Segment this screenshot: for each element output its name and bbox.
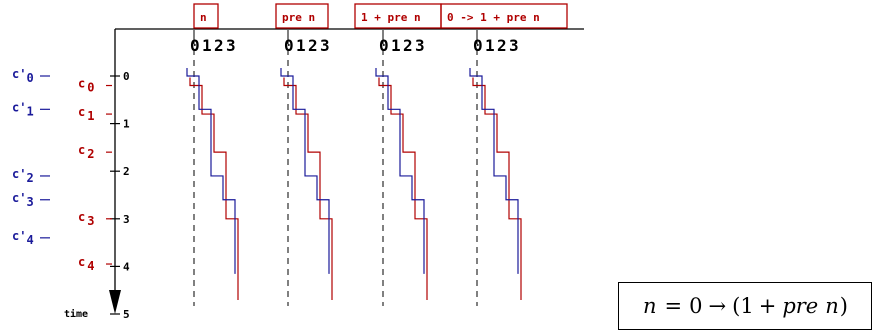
column-dashed-guides — [193, 38, 478, 306]
formula-arrow: → — [708, 294, 727, 318]
column-3-digit-0: 0 — [473, 36, 483, 55]
column-header-label-3: 0 -> 1 + pre n — [447, 11, 540, 24]
blue-clock-label-1: c'1 — [12, 100, 34, 118]
column-3-digit-2: 2 — [497, 36, 507, 55]
column-2-digit-0: 0 — [379, 36, 389, 55]
formula-box: n = 0 → ( 1 + pre n ) — [618, 282, 872, 330]
formula-n-lhs: n — [643, 294, 657, 318]
column-2-digit-2: 2 — [403, 36, 413, 55]
blue-clock-labels: c'0 c'1 c'2 c'3 c'4 — [12, 67, 50, 247]
column-header-label-0: n — [200, 11, 207, 24]
column-2-digit-3: 3 — [415, 36, 425, 55]
time-tick-label-0: 0 — [123, 70, 130, 83]
formula-one: 1 — [740, 294, 754, 318]
blue-clock-label-4: c'4 — [12, 229, 34, 247]
blue-clock-label-3: c'3 — [12, 191, 34, 209]
column-1-digit-2: 2 — [308, 36, 318, 55]
blue-signal-cprime-column-1 — [280, 68, 330, 274]
red-clock-labels: c 0 c 1 c 2 c 3 c 4 — [78, 77, 112, 273]
column-1-digit-0: 0 — [284, 36, 294, 55]
column-0-digit-0: 0 — [190, 36, 200, 55]
formula-close-paren: ) — [839, 294, 848, 318]
time-arrow-head — [109, 290, 121, 314]
formula-n-rhs: n — [825, 294, 839, 318]
red-signal-c-column-0 — [189, 77, 239, 301]
column-header-box-3 — [440, 3, 568, 29]
time-tick-label-1: 1 — [123, 118, 130, 131]
formula-plus: + — [758, 294, 777, 318]
column-2-digit-1: 1 — [391, 36, 401, 55]
formula-equals: = — [664, 294, 683, 318]
time-tick-label-2: 2 — [123, 165, 130, 178]
step-signals — [186, 68, 522, 301]
column-0-digit-3: 3 — [226, 36, 236, 55]
time-tick-label-5: 5 — [123, 308, 130, 321]
blue-signal-cprime-column-2 — [375, 68, 425, 274]
column-1-digit-3: 3 — [320, 36, 330, 55]
blue-signal-cprime-column-0 — [186, 68, 236, 274]
time-axis-label: time — [64, 308, 88, 320]
red-signal-c-column-2 — [378, 77, 428, 301]
column-header-label-2: 1 + pre n — [361, 11, 421, 24]
formula-pre: pre — [782, 294, 819, 318]
column-header-label-1: pre n — [282, 11, 315, 24]
column-header-box-1 — [275, 3, 329, 29]
column-0-digit-2: 2 — [214, 36, 224, 55]
column-0-digit-1: 1 — [202, 36, 212, 55]
column-header-box-0 — [193, 3, 219, 29]
formula-open-paren: ( — [732, 294, 741, 318]
formula-zero: 0 — [689, 294, 703, 318]
red-signal-c-column-1 — [283, 77, 333, 301]
blue-clock-label-2: c'2 — [12, 167, 34, 185]
column-3-digit-3: 3 — [509, 36, 519, 55]
red-signal-c-column-3 — [472, 77, 522, 301]
time-tick-label-4: 4 — [123, 260, 130, 273]
column-1-digit-1: 1 — [296, 36, 306, 55]
blue-signal-cprime-column-3 — [469, 68, 519, 274]
column-3-digit-1: 1 — [485, 36, 495, 55]
time-tick-label-3: 3 — [123, 213, 130, 226]
blue-clock-label-0: c'0 — [12, 67, 34, 85]
